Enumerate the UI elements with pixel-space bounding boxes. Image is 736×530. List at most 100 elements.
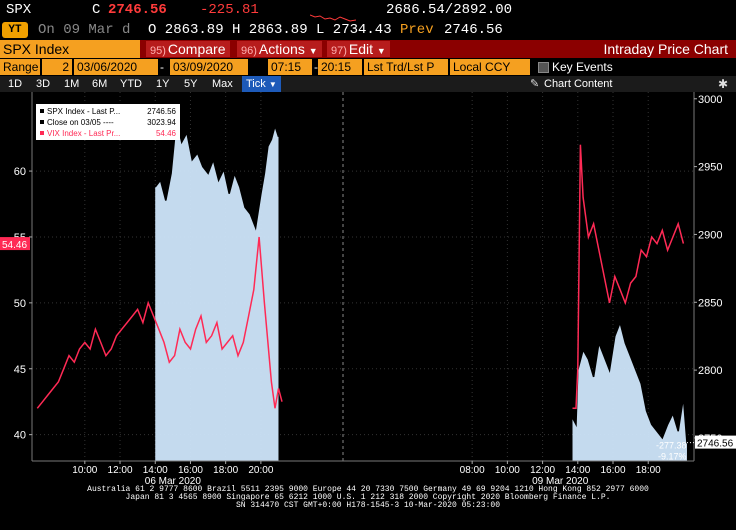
quote-detail-bar: YT On 09 Mar d O 2863.89 H 2863.89 L 273… [0, 20, 736, 40]
ticker[interactable]: SPX [6, 2, 32, 18]
edit-number: 97) [331, 45, 347, 57]
day-label: 09 Mar 2020 [532, 476, 589, 486]
x-tick-label: 18:00 [213, 465, 238, 476]
spx-last-label: 2746.56 [697, 439, 734, 450]
period-tabs: 1D 3D 1M 6M YTD 1Y 5Y Max Tick ▼ ✎ Chart… [0, 76, 736, 92]
range-controls: Range 2 03/06/2020 - 03/09/2020 07:15 - … [0, 58, 736, 76]
date-separator: - [160, 60, 164, 74]
day-label: 06 Mar 2020 [145, 476, 202, 486]
time-separator: - [314, 60, 318, 74]
left-tick-label: 40 [14, 430, 26, 442]
legend-swatch [40, 120, 44, 124]
last-price: 2746.56 [108, 2, 167, 18]
key-events-checkbox[interactable] [538, 62, 549, 73]
change-flag: C [92, 2, 101, 18]
right-tick-label: 2850 [698, 297, 722, 309]
legend-value: 2746.56 [147, 107, 176, 116]
x-tick-label: 10:00 [72, 465, 97, 476]
open-price: O 2863.89 [148, 22, 224, 38]
x-tick-label: 14:00 [143, 465, 168, 476]
legend[interactable]: SPX Index - Last P... 2746.56 Close on 03/… [36, 104, 180, 140]
actions-dropdown-icon: ▼ [308, 46, 318, 56]
footer-line-3: SN 314470 CST GMT+0:00 H178-1545-3 10-Ma… [235, 501, 501, 510]
key-events-label: Key Events [552, 60, 613, 74]
legend-name: SPX Index - Last P... [47, 107, 120, 116]
currency-select[interactable]: Local CCY [450, 59, 530, 75]
legend-name: Close on 03/05 ---- [47, 118, 114, 127]
tab-tick[interactable]: Tick ▼ [242, 76, 281, 92]
tab-1y[interactable]: 1Y [156, 78, 170, 90]
price-type-select[interactable]: Lst Trd/Lst P [364, 59, 448, 75]
footer-line-1: Australia 61 2 9777 8600 Brazil 5511 239… [87, 485, 649, 494]
compare-button[interactable]: 95) Compare [146, 41, 230, 57]
edit-dropdown-icon: ▼ [376, 46, 386, 56]
left-tick-label: 50 [14, 298, 26, 310]
end-date-input[interactable]: 03/09/2020 [170, 59, 248, 75]
chart-content-button[interactable]: Chart Content [544, 76, 612, 92]
tick-dropdown-icon: ▼ [268, 80, 277, 89]
ticker-badge-icon[interactable]: YT [2, 22, 28, 38]
prev-price: 2746.56 [444, 22, 503, 38]
right-axis: 275028002850290029503000 [693, 92, 722, 461]
footer: Australia 61 2 9777 8600 Brazil 5511 239… [0, 486, 736, 530]
legend-swatch [40, 131, 44, 135]
sparkline-icon [309, 9, 357, 22]
tab-max[interactable]: Max [212, 78, 233, 90]
end-time-input[interactable]: 20:15 [318, 59, 362, 75]
x-tick-label: 08:00 [460, 465, 485, 476]
actions-label: Actions [258, 41, 305, 57]
x-tick-label: 16:00 [178, 465, 203, 476]
area-fills [155, 119, 687, 461]
edit-button[interactable]: 97) Edit ▼ [327, 41, 390, 57]
tab-5y[interactable]: 5Y [184, 78, 198, 90]
x-axis: 10:00 12:00 14:00 16:00 18:00 20:00 08:00 10:00… [32, 460, 694, 486]
spx-change-label: -277.38 [656, 441, 687, 451]
x-tick-label: 14:00 [565, 465, 590, 476]
actions-button[interactable]: 96) Actions ▼ [237, 41, 322, 57]
x-tick-label: 20:00 [248, 465, 273, 476]
legend-name: VIX Index - Last Pr... [47, 129, 120, 138]
legend-value: 54.46 [156, 129, 177, 138]
range-value[interactable]: 2 [42, 59, 72, 75]
low-price: L 2734.43 [316, 22, 392, 38]
tab-ytd[interactable]: YTD [120, 78, 142, 90]
date-line: On 09 Mar d [38, 22, 131, 38]
edit-label: Edit [348, 41, 374, 57]
day-range: 2686.54/2892.00 [386, 2, 513, 18]
tab-6m[interactable]: 6M [92, 78, 108, 90]
x-tick-label: 12:00 [108, 465, 133, 476]
quote-bar: SPX C 2746.56 -225.81 2686.54/2892.00 [0, 0, 736, 22]
intraday-chart[interactable]: 4045505560 275028002850290029503000 10:0… [0, 92, 736, 486]
x-tick-label: 18:00 [636, 465, 661, 476]
tab-3d[interactable]: 3D [36, 78, 51, 90]
prev-label: Prev [400, 22, 434, 38]
spx-area-fill [155, 119, 279, 461]
last-value-labels: 54.46 2746.56 -277.38-9.17% [0, 237, 736, 462]
page-title: Intraday Price Chart [603, 41, 729, 57]
vix-series-line [36, 236, 283, 409]
vix-last-badge [0, 237, 30, 251]
menu-bar: SPX Index 95) Compare 96) Actions ▼ 97) Edi… [0, 40, 736, 58]
x-tick-label: 16:00 [600, 465, 625, 476]
spx-last-badge [695, 435, 736, 449]
vix-series-line [572, 144, 685, 410]
high-price: H 2863.89 [232, 22, 308, 38]
start-time-input[interactable]: 07:15 [268, 59, 312, 75]
edit-pencil-icon[interactable]: ✎ [530, 78, 540, 90]
start-date-input[interactable]: 03/06/2020 [74, 59, 158, 75]
compare-label: Compare [167, 41, 226, 57]
legend-box [36, 104, 180, 140]
security-field[interactable]: SPX Index [0, 40, 140, 58]
right-tick-label: 2900 [698, 229, 722, 241]
tab-1m[interactable]: 1M [64, 78, 80, 90]
left-tick-label: 45 [14, 364, 26, 376]
legend-value: 3023.94 [147, 118, 176, 127]
gear-icon[interactable]: ✱ [717, 77, 728, 91]
actions-number: 96) [241, 45, 257, 57]
net-change: -225.81 [200, 2, 259, 18]
x-tick-label: 12:00 [530, 465, 555, 476]
vix-last-label: 54.46 [2, 240, 27, 251]
chart-content-label: Chart Content [544, 78, 613, 90]
legend-swatch [40, 109, 44, 113]
tab-1d[interactable]: 1D [8, 78, 23, 90]
